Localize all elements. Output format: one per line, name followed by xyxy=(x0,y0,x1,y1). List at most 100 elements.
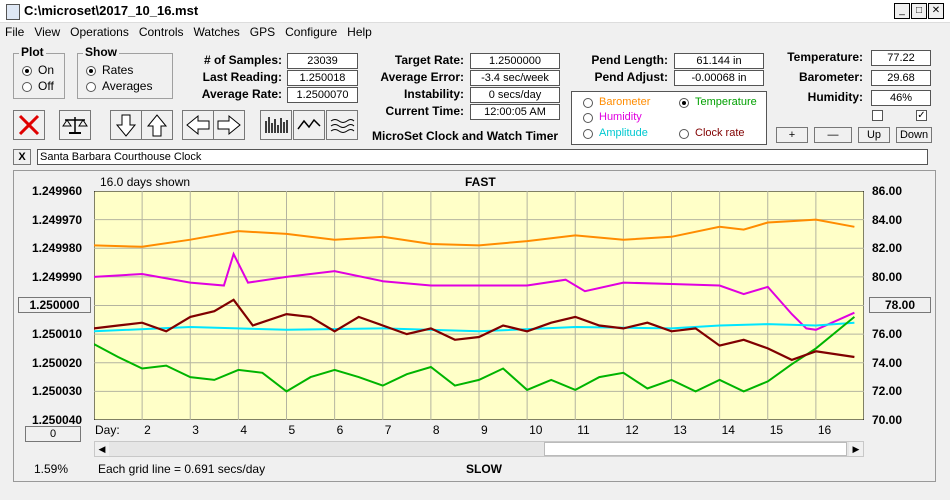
left-axis-tick-label: 1.250010 xyxy=(32,327,83,342)
title-bar: C:\microset\2017_10_16.mst _ □ ✕ xyxy=(0,0,950,23)
x-axis-tick-label: 7 xyxy=(384,423,392,437)
line-view-button[interactable] xyxy=(293,110,325,140)
horizontal-scrollbar[interactable]: ◀ ▶ xyxy=(94,441,864,457)
balance-scale-icon xyxy=(62,117,88,134)
humidity-series-line xyxy=(94,251,855,331)
x-axis-tick-label: 9 xyxy=(481,423,488,437)
right-arrow-button[interactable] xyxy=(213,110,245,140)
x-axis-tick-label: 11 xyxy=(577,423,590,437)
bar-view-button[interactable] xyxy=(260,110,292,140)
last-reading-value: 1.250018 xyxy=(287,70,358,86)
amplitude-radio[interactable] xyxy=(583,129,593,139)
down-button[interactable]: Down xyxy=(896,127,932,143)
scroll-thumb[interactable] xyxy=(544,442,847,456)
arrow-right-icon xyxy=(217,114,241,136)
clear-name-button[interactable]: X xyxy=(13,149,31,165)
target-rate-value: 1.2500000 xyxy=(470,53,560,69)
show-group-title: Show xyxy=(83,45,119,59)
pend-adjust-label: Pend Adjust: xyxy=(594,70,668,84)
average-rate-value: 1.2500070 xyxy=(287,87,358,103)
left-axis-center-button[interactable]: 1.250000 xyxy=(18,297,91,313)
menu-view[interactable]: View xyxy=(34,25,61,39)
clock-rate-option: Clock rate xyxy=(695,127,745,139)
temperature-value: 77.22 xyxy=(871,50,931,66)
show-group xyxy=(77,53,173,99)
app-caption: MicroSet Clock and Watch Timer xyxy=(372,129,559,143)
checkbox-2[interactable]: ✓ xyxy=(916,110,927,121)
plot-off-label: Off xyxy=(38,79,54,93)
wave-icon xyxy=(297,118,321,130)
show-rates-label: Rates xyxy=(102,63,134,77)
last-reading-label: Last Reading: xyxy=(202,70,282,84)
percent-label: 1.59% xyxy=(34,462,69,476)
instability-label: Instability: xyxy=(403,87,464,101)
instability-value: 0 secs/day xyxy=(470,87,560,103)
x-axis-tick-label: 16 xyxy=(817,423,832,437)
left-axis-tick-label: 1.249970 xyxy=(32,212,83,227)
humidity-option: Humidity xyxy=(599,111,642,123)
x-axis-tick-label: 3 xyxy=(192,423,199,437)
temperature-label: Temperature: xyxy=(787,50,863,64)
show-averages-label: Averages xyxy=(102,79,153,93)
samples-value: 23039 xyxy=(287,53,358,69)
target-rate-label: Target Rate: xyxy=(394,53,464,67)
humidity-radio[interactable] xyxy=(583,113,593,123)
up-arrow-button[interactable] xyxy=(141,110,173,140)
menu-configure[interactable]: Configure xyxy=(285,25,338,39)
temperature-radio[interactable] xyxy=(679,98,689,108)
plot-on-radio[interactable] xyxy=(22,66,32,76)
left-axis-tick-label: 1.249960 xyxy=(32,184,83,198)
slow-label: SLOW xyxy=(466,462,502,476)
right-axis-tick-label: 72.00 xyxy=(872,384,903,399)
amplitude-series-line xyxy=(94,321,855,333)
pend-adjust-value: -0.00068 in xyxy=(674,70,764,86)
menu-file[interactable]: File xyxy=(5,25,25,39)
menu-watches[interactable]: Watches xyxy=(193,25,240,39)
x-axis-tick-label: 6 xyxy=(336,423,344,437)
minimize-button[interactable]: _ xyxy=(894,3,910,19)
checkbox-1[interactable] xyxy=(872,110,883,121)
scroll-left-icon[interactable]: ◀ xyxy=(95,442,109,456)
down-arrow-button[interactable] xyxy=(110,110,142,140)
clock-name-input[interactable]: Santa Barbara Courthouse Clock xyxy=(37,149,928,165)
menu-operations[interactable]: Operations xyxy=(70,25,129,39)
minus-button[interactable]: — xyxy=(814,127,852,143)
x-axis-label: Day: xyxy=(95,423,120,437)
plus-button[interactable]: + xyxy=(776,127,808,143)
barometer-option: Barometer xyxy=(599,96,651,108)
filter-view-button[interactable] xyxy=(326,110,358,140)
right-axis-center-button[interactable]: 78.00 xyxy=(869,297,931,313)
left-arrow-button[interactable] xyxy=(182,110,214,140)
show-averages-radio[interactable] xyxy=(86,82,96,92)
amplitude-option: Amplitude xyxy=(599,127,648,139)
left-axis-tick-label: 1.249990 xyxy=(32,269,83,284)
barometer-radio[interactable] xyxy=(583,98,593,108)
up-button[interactable]: Up xyxy=(858,127,890,143)
left-axis-tick-label: 1.250030 xyxy=(32,384,83,399)
stop-button[interactable] xyxy=(13,110,45,140)
menu-gps[interactable]: GPS xyxy=(249,25,276,39)
zero-button[interactable]: 0 xyxy=(25,426,81,442)
left-axis-tick-label: 1.250040 xyxy=(32,413,83,427)
humidity-value: 46% xyxy=(871,90,931,106)
days-shown-label: 16.0 days shown xyxy=(100,175,191,189)
temperature-option: Temperature xyxy=(695,96,757,108)
menu-controls[interactable]: Controls xyxy=(138,25,184,39)
barometer-value: 29.68 xyxy=(871,70,931,86)
rate-chart xyxy=(94,191,864,420)
close-button[interactable]: ✕ xyxy=(928,3,944,19)
clock-rate-radio[interactable] xyxy=(679,129,689,139)
plot-on-label: On xyxy=(38,63,55,77)
maximize-button[interactable]: □ xyxy=(911,3,927,19)
menu-help[interactable]: Help xyxy=(347,25,372,39)
balance-button[interactable] xyxy=(59,110,91,140)
right-axis-tick-label: 74.00 xyxy=(872,355,903,370)
grid-note: Each grid line = 0.691 secs/day xyxy=(98,462,266,476)
plot-off-radio[interactable] xyxy=(22,82,32,92)
barometer-label: Barometer: xyxy=(798,70,863,84)
show-rates-radio[interactable] xyxy=(86,66,96,76)
pend-length-label: Pend Length: xyxy=(591,53,668,67)
x-axis-tick-label: 15 xyxy=(769,423,784,437)
right-axis-tick-label: 82.00 xyxy=(872,241,903,256)
scroll-right-icon[interactable]: ▶ xyxy=(849,442,863,456)
